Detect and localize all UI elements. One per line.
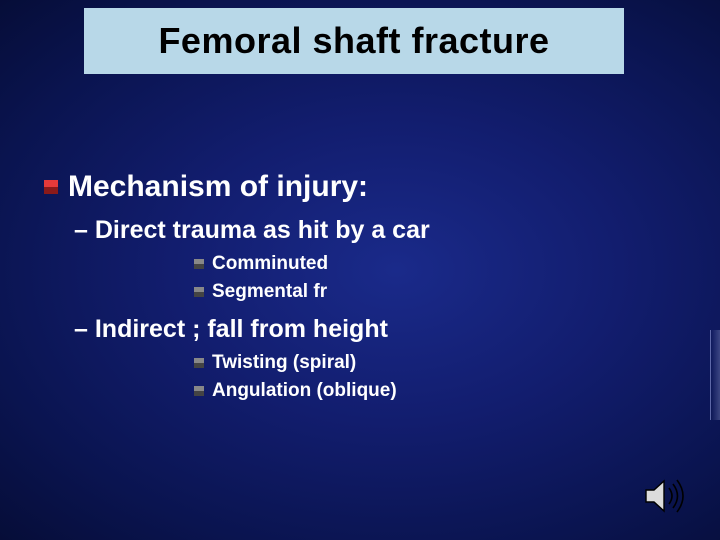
slide-title: Femoral shaft fracture <box>158 20 549 62</box>
heading-3: Twisting (spiral) <box>212 352 356 374</box>
title-box: Femoral shaft fracture <box>84 8 624 74</box>
heading-3: Segmental fr <box>212 281 327 303</box>
heading-2-row: – Indirect ; fall from height <box>74 315 430 344</box>
heading-3: Comminuted <box>212 253 328 275</box>
square-bullet-icon <box>194 287 204 297</box>
slide-content: Mechanism of injury: – Direct trauma as … <box>44 170 430 402</box>
heading-3-row: Comminuted <box>194 253 430 275</box>
heading-2: – Indirect ; fall from height <box>74 315 388 343</box>
square-bullet-icon <box>194 386 204 396</box>
heading-3: Angulation (oblique) <box>212 380 397 402</box>
heading-3-row: Segmental fr <box>194 281 430 303</box>
square-bullet-icon <box>44 180 58 194</box>
sound-icon[interactable] <box>642 476 686 516</box>
square-bullet-icon <box>194 259 204 269</box>
heading-2-row: – Direct trauma as hit by a car <box>74 216 430 245</box>
heading-3-row: Twisting (spiral) <box>194 352 430 374</box>
heading-1: Mechanism of injury: <box>68 170 368 204</box>
square-bullet-icon <box>194 358 204 368</box>
heading-1-row: Mechanism of injury: <box>44 170 430 204</box>
page-edge-decoration <box>710 330 720 420</box>
heading-3-row: Angulation (oblique) <box>194 380 430 402</box>
heading-2: – Direct trauma as hit by a car <box>74 216 430 244</box>
